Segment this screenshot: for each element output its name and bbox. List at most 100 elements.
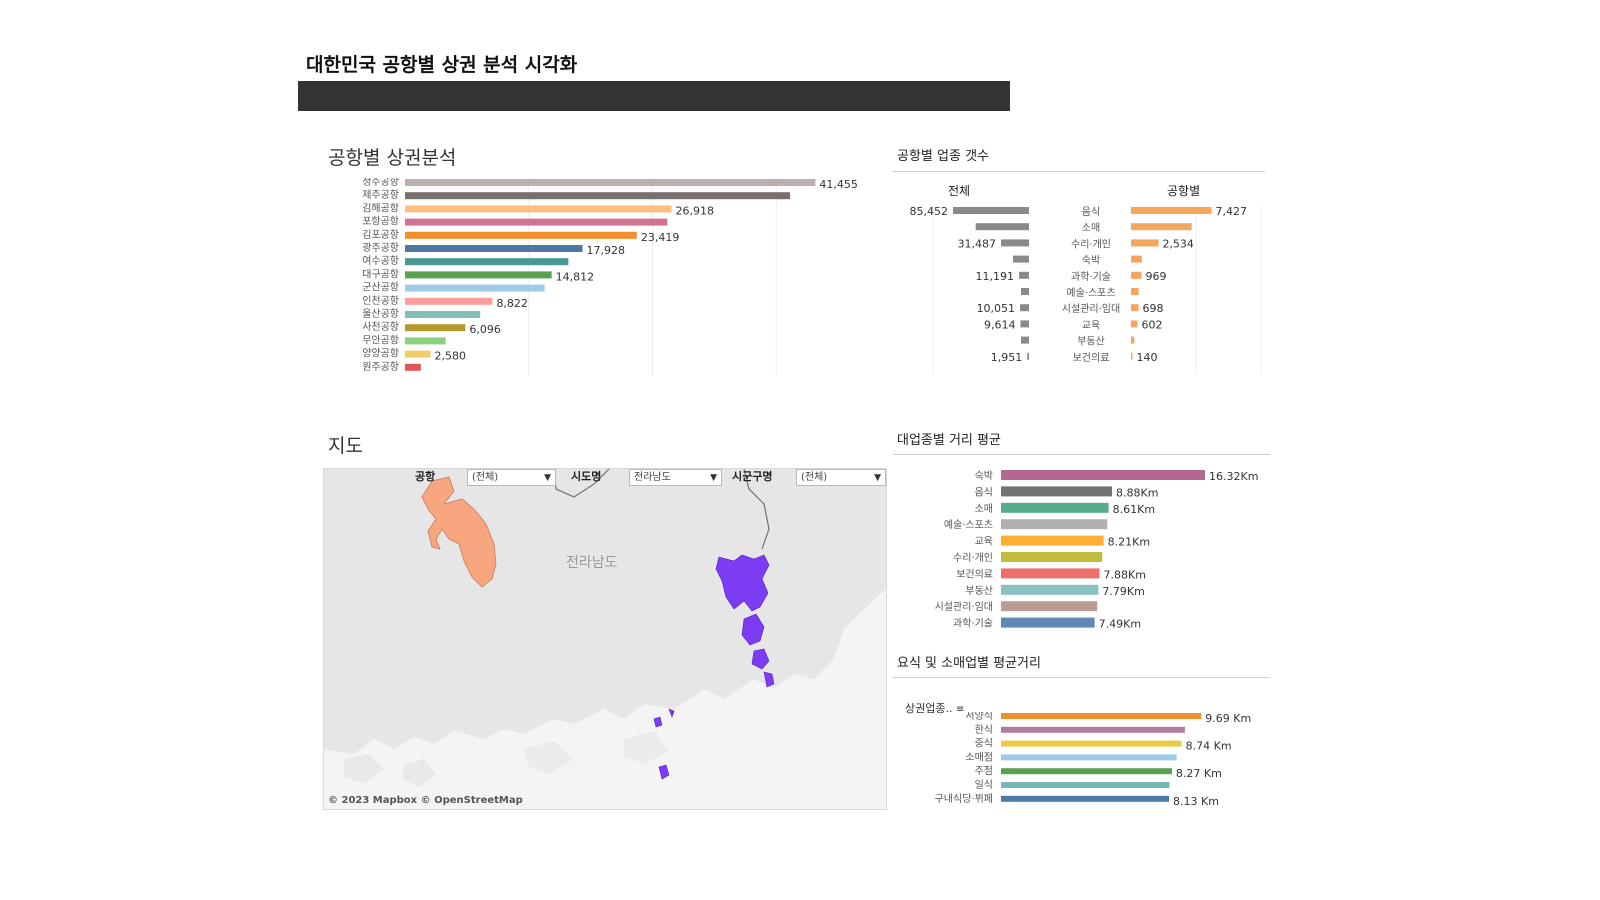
- region-label: 전라남도: [566, 555, 618, 571]
- airport-value-label: 2,580: [435, 350, 467, 363]
- food-distance-bar: [1001, 740, 1182, 747]
- filter-sigungu-label: 시군구명: [732, 470, 773, 483]
- airport-value-label: 17,928: [586, 244, 625, 257]
- airport-bar: [405, 284, 545, 292]
- distance-bar: [1001, 584, 1099, 595]
- food-retail-rule: [893, 677, 1270, 678]
- industry-count-bar: [1131, 304, 1139, 312]
- airport-bar: [405, 311, 481, 318]
- distance-value-label: 8.61Km: [1113, 503, 1155, 516]
- filter-sido-label: 시도명: [571, 470, 602, 483]
- food-distance-label: 8.27 Km: [1176, 767, 1222, 780]
- filter-sido-value: 전라남도: [634, 472, 671, 483]
- industry-label: 소매: [1082, 222, 1100, 234]
- airport-label: 울산공항: [362, 308, 399, 320]
- food-distance-label: 8.74 Km: [1186, 740, 1232, 753]
- total-count-bar: [1001, 239, 1029, 247]
- airport-bar: [405, 271, 552, 279]
- food-category-label: 구내식당·뷔페: [935, 793, 993, 805]
- airport-subtitle: 공항별: [1167, 184, 1201, 198]
- food-distance-bar: [1001, 726, 1185, 733]
- airport-value-label: 14,812: [556, 270, 595, 283]
- airport-label: 여수공항: [362, 255, 399, 267]
- distance-bar: [1001, 552, 1103, 562]
- filter-sigungu-value: (전체): [801, 472, 828, 483]
- food-distance-bar: [1001, 768, 1172, 775]
- food-retail-axis-label[interactable]: 상권업종.. ≡: [905, 700, 964, 716]
- industry-count-bar: [1131, 336, 1135, 344]
- industry-label: 음식: [1082, 206, 1100, 218]
- filter-airport-select[interactable]: (전체) ▼: [467, 469, 556, 486]
- total-count-label: 31,487: [958, 237, 997, 250]
- distance-category-label: 시설관리·임대: [935, 600, 993, 613]
- airport-label: 군산공항: [362, 282, 399, 294]
- industry-label: 숙박: [1082, 255, 1100, 267]
- food-distance-bar: [1001, 782, 1170, 788]
- distance-bar: [1001, 568, 1100, 579]
- industry-distance-rule: [893, 454, 1270, 455]
- distance-bar: [1001, 486, 1112, 497]
- total-count-bar: [1027, 352, 1029, 360]
- distance-value-label: 8.88Km: [1116, 486, 1158, 499]
- industry-label: 예술·스포츠: [1066, 287, 1115, 299]
- distance-category-label: 부동산: [965, 585, 993, 597]
- airport-label: 김포공항: [362, 229, 399, 241]
- total-count-bar: [1020, 304, 1029, 312]
- airport-value-label: 23,419: [641, 231, 680, 244]
- food-retail-title: 요식 및 소매업별 평균거리: [897, 656, 1041, 671]
- airport-label: 원주공항: [362, 361, 399, 373]
- airport-bar: [405, 324, 466, 332]
- airport-value-label: 26,918: [675, 204, 714, 217]
- filter-sigungu-select[interactable]: (전체) ▼: [796, 469, 886, 486]
- food-category-label: 서양식: [965, 712, 993, 722]
- total-count-bar: [1021, 336, 1029, 344]
- mainland-region: [324, 469, 886, 754]
- industry-count-bar: [1131, 352, 1133, 360]
- chevron-down-icon: ▼: [544, 473, 551, 483]
- chevron-down-icon: ▼: [874, 473, 881, 483]
- airport-value-label: 8,822: [496, 297, 527, 310]
- map-attribution: © 2023 Mapbox © OpenStreetMap: [328, 795, 523, 806]
- total-count-chart: 85,452 31,487 11,191 10,051 9,614 1,951: [910, 205, 1029, 375]
- food-category-label: 소매점: [965, 751, 993, 763]
- map-view[interactable]: 전라남도 공항 (전체) ▼ 시도명 전라남도 ▼ 시군구명 (전체) ▼ © 202…: [323, 468, 887, 810]
- total-count-bar: [1019, 271, 1029, 279]
- airport-chart-title: 공항별 상권분석: [328, 147, 457, 169]
- distance-value-label: 7.49Km: [1099, 618, 1141, 631]
- airport-label: 광주공항: [362, 242, 399, 254]
- distance-category-label: 교육: [975, 536, 993, 548]
- salmon-district: [421, 476, 497, 588]
- airport-bar: [405, 363, 421, 371]
- airport-bar: [405, 205, 672, 213]
- food-distance-label: 9.69 Km: [1205, 712, 1251, 725]
- distance-value-label: 7.88Km: [1104, 568, 1146, 581]
- airport-label: 청주공항: [362, 178, 399, 188]
- food-category-label: 주점: [975, 765, 993, 777]
- food-category-label: 중식: [975, 738, 993, 750]
- filter-sido-select[interactable]: 전라남도 ▼: [629, 469, 722, 486]
- total-subtitle: 전체: [948, 184, 971, 198]
- airport-bar: [405, 192, 791, 200]
- total-count-bar: [975, 223, 1029, 231]
- industry-label: 수리·개인: [1071, 238, 1111, 250]
- industry-count-label: 140: [1137, 351, 1158, 364]
- total-count-label: 85,452: [910, 205, 949, 218]
- food-category-label: 일식: [975, 779, 993, 791]
- total-count-bar: [1013, 255, 1029, 263]
- total-count-bar: [1021, 288, 1029, 295]
- map-title: 지도: [328, 435, 363, 457]
- distance-bar: [1001, 470, 1205, 480]
- page-title: 대한민국 공항별 상권 분석 시각화: [306, 54, 578, 76]
- food-distance-bar: [1001, 754, 1177, 761]
- industry-count-label: 602: [1142, 318, 1163, 331]
- sort-icon[interactable]: ≡: [955, 704, 965, 715]
- industry-count-label: 698: [1143, 302, 1164, 315]
- province-border-east: [743, 469, 770, 550]
- total-count-label: 9,614: [984, 318, 1016, 331]
- airport-label: 인천공항: [362, 295, 399, 307]
- airport-bar: [405, 337, 446, 345]
- axis-label-text: 상권업종..: [905, 702, 953, 715]
- industry-count-bar: [1131, 255, 1142, 263]
- industry-label: 보건의료: [1073, 352, 1110, 364]
